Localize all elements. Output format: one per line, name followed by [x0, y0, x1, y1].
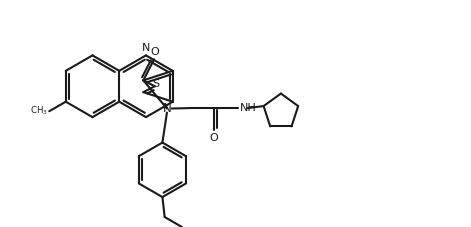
Text: O: O [150, 47, 159, 57]
Text: CH$_3$: CH$_3$ [30, 104, 48, 117]
Text: O: O [210, 133, 219, 143]
Text: N: N [142, 43, 150, 53]
Text: S: S [153, 79, 160, 89]
Text: NH: NH [240, 103, 256, 113]
Text: N: N [162, 102, 171, 115]
